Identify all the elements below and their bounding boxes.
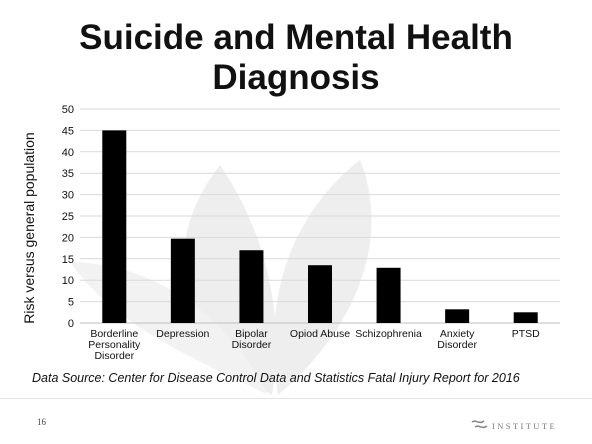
logo-text: INSTITUTE xyxy=(492,421,558,431)
x-tick-label: Depression xyxy=(156,328,209,340)
y-tick-label: 45 xyxy=(62,125,74,137)
y-tick-label: 20 xyxy=(62,232,74,244)
institute-logo: INSTITUTE xyxy=(470,416,580,438)
bar xyxy=(513,312,538,323)
y-tick-label: 25 xyxy=(62,211,74,223)
bar xyxy=(376,267,401,323)
wave-logo-icon xyxy=(471,420,488,429)
bar xyxy=(445,309,470,323)
x-tick-label: Schizophrenia xyxy=(355,328,422,340)
x-tick-label: Disorder xyxy=(437,339,477,351)
y-tick-label: 15 xyxy=(62,254,74,266)
x-tick-label: PTSD xyxy=(512,328,540,340)
x-tick-label: Borderline xyxy=(90,328,138,340)
x-tick-label: Disorder xyxy=(94,350,134,362)
page-title: Suicide and Mental Health Diagnosis xyxy=(79,18,513,97)
bar xyxy=(170,238,195,323)
data-source-note: Data Source: Center for Disease Control … xyxy=(32,371,520,385)
y-axis-label: Risk versus general population xyxy=(21,132,37,323)
y-tick-label: 35 xyxy=(62,168,74,180)
x-tick-label: Personality xyxy=(88,339,141,351)
y-tick-label: 5 xyxy=(68,297,74,309)
y-tick-label: 30 xyxy=(62,190,74,202)
y-tick-label: 10 xyxy=(62,275,74,287)
footer-divider xyxy=(0,398,592,399)
y-tick-label: 40 xyxy=(62,147,74,159)
y-tick-label: 0 xyxy=(68,318,74,330)
bar xyxy=(102,130,127,323)
page-number: 16 xyxy=(37,417,46,427)
x-tick-label: Disorder xyxy=(232,339,272,351)
y-tick-label: 50 xyxy=(62,104,74,116)
bar xyxy=(239,250,264,323)
x-tick-label: Bipolar xyxy=(235,328,268,340)
x-tick-label: Opiod Abuse xyxy=(290,328,350,340)
bar xyxy=(308,265,332,323)
x-tick-label: Anxiety xyxy=(440,328,475,340)
